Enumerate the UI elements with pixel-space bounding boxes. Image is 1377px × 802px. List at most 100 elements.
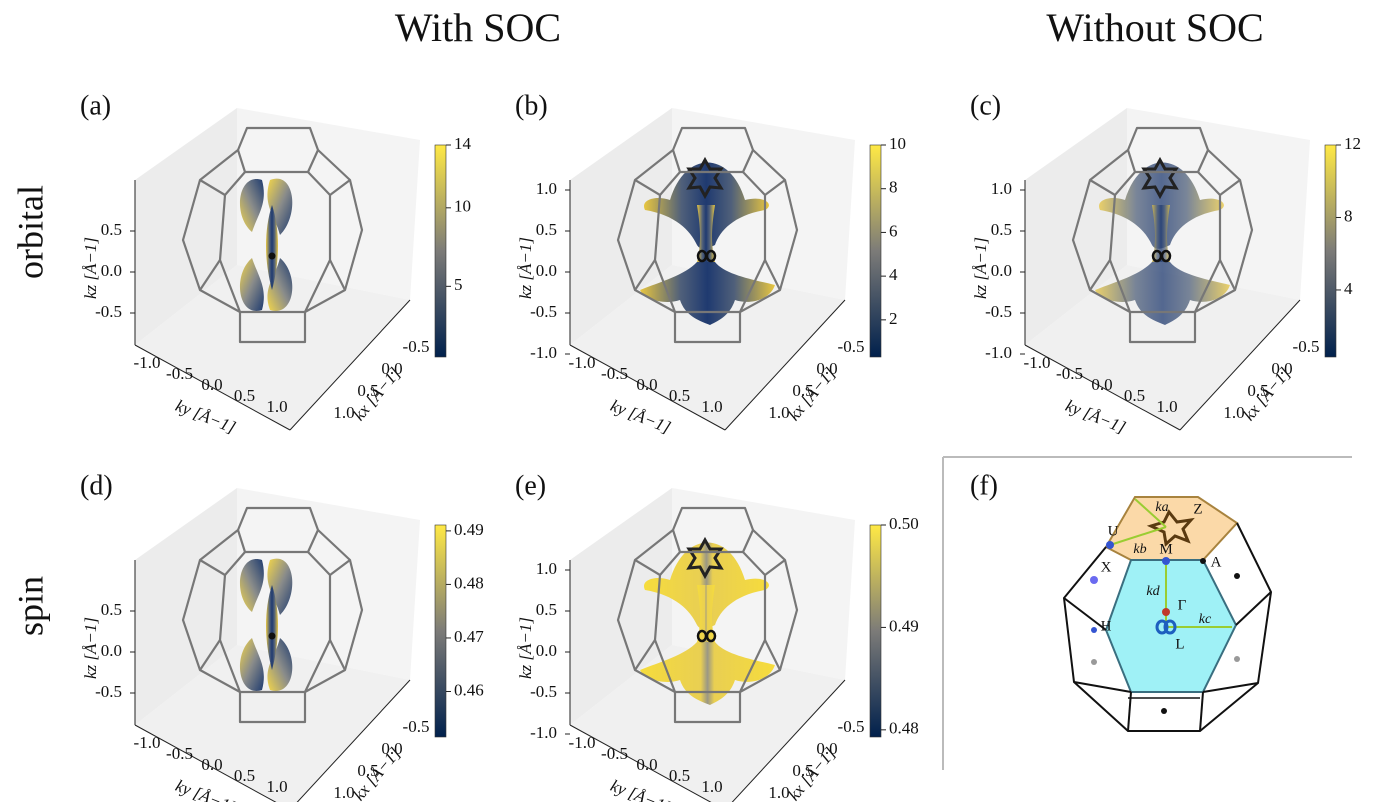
kz-tick-label: 0.5 [101,600,122,619]
kx-tick-label: -0.5 [403,717,430,736]
ky-axis-label: ky [Å−1] [1063,396,1128,437]
kz-tick-label: 0.5 [101,220,122,239]
point-label: Γ [1178,597,1187,613]
ky-tick-label: -0.5 [1056,364,1083,383]
ky-tick-label: 0.5 [234,386,255,405]
vector-label: ka [1155,500,1168,515]
colorbar [870,145,881,357]
ky-tick-label: -0.5 [601,744,628,763]
kz-tick-label: 1.0 [536,179,557,198]
colorbar-tick-label: 0.47 [454,627,484,646]
kz-tick-label: 0.0 [101,261,122,280]
kz-tick-label: 0.5 [536,600,557,619]
point-label: H [1101,618,1112,634]
column-title: Without SOC [1046,5,1263,50]
kz-tick-label: 0.5 [991,220,1012,239]
colorbar-tick-label: 0.49 [454,520,484,539]
colorbar-tick-label: 8 [889,178,898,197]
ky-tick-label: -0.5 [166,744,193,763]
ky-axis-label: ky [Å−1] [608,776,673,802]
ky-tick-label: 1.0 [701,397,722,416]
kz-axis-label: kz [Å−1] [81,617,100,679]
ky-tick-label: -0.5 [166,364,193,383]
vector-label: kc [1199,612,1212,627]
vector-label: kd [1146,584,1160,599]
kx-tick-label: -0.5 [403,337,430,356]
kx-tick-label: -0.5 [838,337,865,356]
kz-axis-label: kz [Å−1] [516,617,535,679]
kz-tick-label: 0.0 [101,641,122,660]
ky-tick-label: -1.0 [569,733,596,752]
colorbar-tick-label: 12 [1344,134,1361,153]
colorbar [435,525,446,737]
point-label: X [1101,559,1112,575]
point-label: L [1175,636,1184,652]
ky-tick-label: 0.5 [669,766,690,785]
colorbar-tick-label: 5 [454,275,463,294]
ky-tick-label: -1.0 [1024,353,1051,372]
panel-label: (b) [515,90,548,121]
kz-tick-label: -1.0 [985,343,1012,362]
kz-tick-label: 0.0 [536,261,557,280]
kx-tick-label: -0.5 [838,717,865,736]
point-label: M [1159,541,1172,557]
panel-3d: (e)1.00.50.0-0.5-1.0kz [Å−1]-1.0-0.50.00… [515,470,919,802]
ky-tick-label: -0.5 [601,364,628,383]
column-title: With SOC [395,5,561,50]
panel-3d: (a) 0.5 0.0 -0.5 kz [Å−1] -1.0 -0.5 0.0 0.5 1.0 ky… [80,90,472,437]
kz-tick-label: 0.5 [536,220,557,239]
kz-axis-label: kz [Å−1] [516,237,535,299]
colorbar-tick-label: 10 [889,134,906,153]
kz-tick-label: 0.0 [991,261,1012,280]
colorbar [1325,145,1336,357]
colorbar-tick-label: 0.49 [889,616,919,635]
ky-tick-label: 0.5 [669,386,690,405]
kz-axis-label: kz [Å−1] [81,237,100,299]
panel-label: (d) [80,470,113,501]
figure: With SOC Without SOC orbital spin (f)ZUM… [0,0,1377,802]
panel-label: (e) [515,470,546,501]
point-label: U [1108,523,1119,539]
point-label: A [1211,554,1222,570]
panel-label: (c) [970,90,1001,121]
kz-tick-label: -1.0 [530,723,557,742]
row-label: spin [10,576,50,636]
kz-axis-label: kz [Å−1] [971,237,990,299]
ky-axis-label: ky [Å−1] [608,396,673,437]
panel-label: (f) [970,470,998,501]
colorbar-tick-label: 8 [1344,206,1353,225]
colorbar-tick-label: 4 [1344,279,1353,298]
kx-tick-label: -0.5 [1293,337,1320,356]
ky-tick-label: 1.0 [1156,397,1177,416]
kz-tick-label: -0.5 [530,302,557,321]
colorbar-tick-label: 10 [454,197,471,216]
colorbar-tick-label: 0.48 [889,719,919,738]
surface [269,633,276,640]
panel-3d: (d)0.50.0-0.5kz [Å−1]-1.0-0.50.00.51.0ky… [80,470,484,802]
ky-tick-label: 0.0 [1091,375,1112,394]
kz-tick-label: -0.5 [95,682,122,701]
ky-tick-label: 0.5 [1124,386,1145,405]
colorbar-tick-label: 2 [889,309,898,328]
panel-3d: (b)1.00.50.0-0.5-1.0kz [Å−1]-1.0-0.50.00… [515,90,906,437]
kz-tick-label: 0.0 [536,641,557,660]
vector-label: kb [1133,542,1146,557]
ky-tick-label: -1.0 [134,353,161,372]
kz-tick-label: -0.5 [985,302,1012,321]
row-label: orbital [10,185,50,279]
ky-axis-label: ky [Å−1] [173,396,238,437]
colorbar-tick-label: 14 [454,134,472,153]
kz-tick-label: 1.0 [536,559,557,578]
ky-tick-label: 0.5 [234,766,255,785]
panel-3d: (c) 1.0 0.5 0.0 -0.5 -1.0 kz [Å−1] -1.0 -0.5 0.0 0… [970,90,1361,437]
kz-tick-label: -0.5 [530,682,557,701]
ky-tick-label: 0.0 [201,755,222,774]
ky-tick-label: 0.0 [201,375,222,394]
surface [269,253,276,260]
colorbar-tick-label: 0.48 [454,573,484,592]
ky-tick-label: 1.0 [266,397,287,416]
panel-label: (a) [80,90,111,121]
colorbar [870,525,881,737]
ky-axis-label: ky [Å−1] [173,776,238,802]
